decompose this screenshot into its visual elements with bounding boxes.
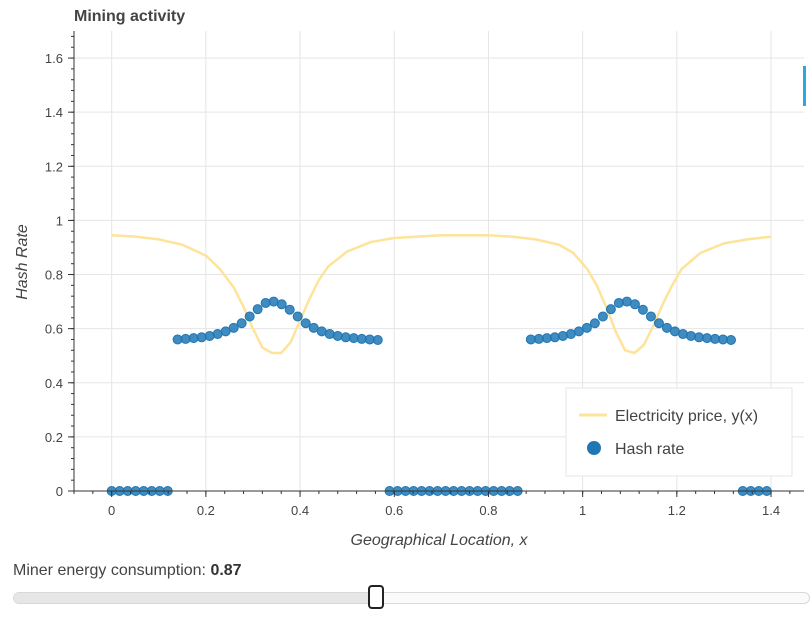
hash-rate-point (228, 322, 239, 333)
hash-rate-point (653, 318, 664, 329)
slider-handle[interactable] (367, 585, 384, 609)
hash-rate-point (204, 330, 215, 341)
hash-rate-point (581, 322, 592, 333)
x-tick-label: 0 (108, 503, 115, 518)
hash-rate-point (605, 304, 616, 315)
slider-value: 0.87 (210, 562, 242, 579)
y-tick-label: 1.2 (45, 159, 63, 174)
hash-rate-point (372, 335, 383, 346)
chart-title: Mining activity (74, 8, 185, 25)
y-tick-label: 1 (56, 213, 63, 228)
slider-label: Miner energy consumption: (13, 562, 211, 579)
hash-rate-point (629, 299, 640, 310)
x-tick-label: 0.8 (479, 503, 497, 518)
toolbar-edge-indicator[interactable] (803, 66, 806, 106)
y-tick-label: 1.4 (45, 105, 63, 120)
slider-track[interactable] (13, 592, 810, 604)
hash-rate-point (637, 304, 648, 315)
hash-rate-point (196, 332, 207, 343)
y-tick-label: 0.6 (45, 322, 63, 337)
y-tick-label: 0.8 (45, 268, 63, 283)
hash-rate-point (252, 304, 263, 315)
hash-rate-point (324, 329, 335, 340)
hash-rate-point (613, 297, 624, 308)
hash-rate-point (557, 330, 568, 341)
hash-rate-point (276, 299, 287, 310)
legend-dot-swatch (587, 441, 601, 455)
x-tick-label: 0.2 (197, 503, 215, 518)
x-axis-label: Geographical Location, x (351, 532, 529, 549)
y-axis-label: Hash Rate (14, 224, 31, 300)
axes: 0 0.2 0.4 0.6 0.8 1 1.2 1.4 0 0.2 0.4 0.6 0.8 1 1.2 1.4… (45, 31, 804, 518)
hash-rate-point (589, 318, 600, 329)
legend-entry-electricity-price: Electricity price, y(x) (615, 408, 758, 425)
x-tick-label: 0.6 (385, 503, 403, 518)
y-tick-label: 0.2 (45, 430, 63, 445)
hash-rate-point (300, 318, 311, 329)
y-tick-label: 0 (56, 484, 63, 499)
hash-rate-point (244, 311, 255, 322)
electricity-price-line (111, 234, 772, 355)
hash-rate-point (236, 318, 247, 329)
x-tick-label: 1 (579, 503, 586, 518)
hash-rate-point (645, 311, 656, 322)
hash-rate-point (549, 332, 560, 343)
x-tick-label: 1.2 (668, 503, 686, 518)
hash-rate-point (685, 330, 696, 341)
legend-box (565, 387, 793, 477)
hash-rate-chart: Mining activity 0 0.2 0.4 0.6 0.8 1 1.2 1.4 0 0.2… (14, 8, 804, 549)
slider-fill (14, 593, 377, 603)
hash-rate-point (677, 329, 688, 340)
hash-rate-point (292, 311, 303, 322)
legend: Electricity price, y(x) Hash rate (565, 387, 793, 477)
hash-rate-point (726, 335, 736, 346)
y-tick-label: 1.6 (45, 51, 63, 66)
energy-slider-widget: Miner energy consumption: 0.87 (13, 562, 810, 609)
hash-rate-point (260, 297, 271, 308)
y-tick-label: 0.4 (45, 376, 63, 391)
slider-title: Miner energy consumption: 0.87 (13, 562, 810, 580)
x-tick-label: 1.4 (762, 503, 780, 518)
legend-entry-hash-rate: Hash rate (615, 441, 684, 458)
hash-rate-point (597, 311, 608, 322)
hash-rate-point (284, 304, 295, 315)
x-tick-label: 0.4 (291, 503, 309, 518)
hash-rate-point (332, 330, 343, 341)
